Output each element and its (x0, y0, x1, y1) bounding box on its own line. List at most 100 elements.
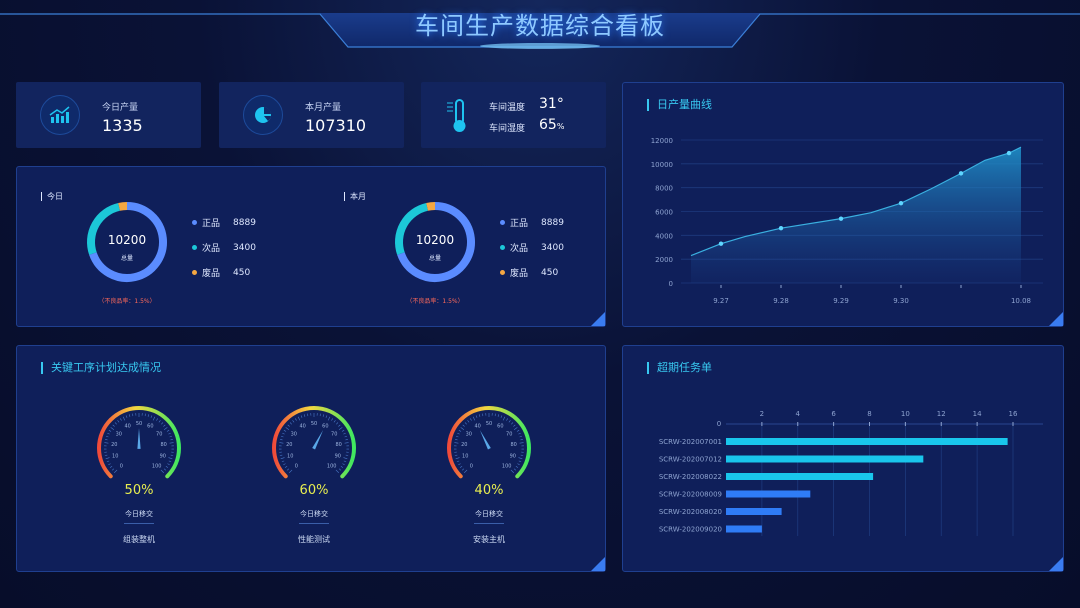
gauge-tick-label: 80 (511, 442, 517, 448)
gauge-tick (110, 427, 115, 431)
gauge-tick (128, 414, 131, 417)
gauge-tick (165, 466, 169, 468)
gauge-tick (461, 468, 465, 471)
gauge-tick-label: 50 (486, 421, 492, 427)
gauge-tick (160, 469, 164, 473)
gauge-tick (105, 435, 109, 438)
donut-segment-0 (89, 202, 167, 282)
donut-segment-2 (118, 202, 128, 211)
gauge-tick (345, 454, 349, 456)
today-output-label: 今日产量 (102, 103, 139, 113)
gauge-sub-label: 今日移交 (300, 510, 328, 518)
daily-output-title: 日产量曲线 (647, 99, 712, 111)
x-tick-label: 10 (901, 410, 910, 418)
gauge-tick-label: 100 (327, 464, 337, 470)
gauge-tick (108, 429, 112, 432)
gauge-tick (322, 414, 325, 417)
process-name: 安装主机 (473, 535, 505, 544)
header: 车间生产数据综合看板 (0, 0, 1080, 50)
data-point (838, 216, 844, 221)
quality-month-title: 本月 (344, 192, 366, 201)
defect-rate: （不良品率：1.5%） (98, 298, 156, 305)
legend-item: 次品 3400 (192, 241, 256, 254)
gauge-tick (338, 427, 343, 431)
gauge-tick (289, 469, 293, 473)
category-label: SCRW-202009020 (659, 526, 722, 534)
gauge-tick (508, 420, 511, 423)
gauge-tick (280, 435, 284, 438)
legend-value: 3400 (233, 242, 256, 253)
panel-corner (1049, 312, 1063, 326)
x-tick-label: 16 (1009, 410, 1018, 418)
gauge-tick (338, 468, 342, 471)
legend-dot (192, 245, 197, 250)
gauge-tick (281, 460, 285, 463)
legend-value: 450 (541, 267, 559, 278)
gauge-tick-label: 30 (466, 431, 472, 437)
gauge-tick-label: 70 (156, 431, 162, 437)
donut-chart (87, 202, 167, 282)
gauge-tick (472, 416, 476, 421)
gauge-tick (280, 457, 285, 460)
divider (124, 523, 154, 524)
panel-corner (591, 557, 605, 571)
legend-item: 正品 8889 (192, 216, 256, 229)
gauge-tick-label: 50 (136, 421, 142, 427)
gauge-tick (161, 422, 164, 425)
gauge-tick-label: 0 (470, 464, 473, 470)
category-label: SCRW-202007001 (659, 438, 722, 446)
gauge-tick (475, 415, 478, 418)
humidity-value: 65 (539, 117, 557, 133)
gauge-tick (286, 468, 290, 471)
gauge-tick (519, 442, 524, 444)
month-output-card: 本月产量 107310 (219, 82, 404, 148)
gauge-tick (104, 442, 109, 444)
gauge-tick (336, 422, 339, 425)
gauge-tick (462, 424, 465, 427)
gauge-tick (168, 432, 171, 435)
gauge-tick (518, 457, 523, 460)
gauge-tick (518, 460, 522, 463)
overdue-panel: 超期任务单 0 2 4 6 8 10 12 14 16 SCRW-202007001 SCRW-20… (622, 345, 1064, 572)
gauge-tick (340, 466, 344, 468)
gauge-needle (137, 428, 141, 449)
x-tick-label: 0 (717, 420, 721, 428)
gauge-tick-label: 70 (331, 431, 337, 437)
x-tick-label: 9.30 (893, 297, 909, 305)
gauge-tick (335, 469, 339, 473)
gauge-tick (458, 429, 462, 432)
gauge-tick (122, 416, 126, 421)
x-tick-label: 9.27 (713, 297, 729, 305)
quality-month: 本月 10200 总量 （不良品率：1.5%） 正品 8889 次品 3400 废品 450 (320, 167, 607, 327)
gauge-tick (297, 416, 301, 421)
gauge-tick (454, 442, 459, 444)
gauge-tick-label: 40 (299, 424, 305, 430)
gauge-tick (506, 418, 509, 421)
gauge-tick (342, 463, 345, 466)
gauge-tick (513, 427, 518, 431)
gauge-tick (502, 416, 506, 421)
header-frame (0, 13, 1080, 49)
gauge-tick (106, 460, 110, 463)
gauge-tick-label: 0 (295, 464, 298, 470)
bar (726, 438, 1008, 445)
y-tick-label: 0 (669, 280, 673, 288)
gauge-tick-label: 10 (112, 454, 118, 460)
gauge-tick (109, 466, 113, 468)
gauge-tick (104, 454, 108, 456)
thermometer-icon (445, 98, 469, 138)
pie-chart-icon (243, 95, 283, 135)
process-panel: 关键工序计划达成情况 0 10 20 30 40 50 60 70 80 90 100 50% 今日移… (16, 345, 606, 572)
y-tick-label: 4000 (655, 232, 673, 240)
donut-segment-2 (426, 202, 436, 211)
gauge-tick (464, 469, 468, 473)
x-tick-label: 2 (760, 410, 764, 418)
gauge-tick (497, 414, 500, 417)
y-tick-label: 6000 (655, 209, 673, 217)
gauge-tick (517, 463, 520, 466)
gauge-tick-label: 90 (510, 454, 516, 460)
gauge-tick (111, 468, 115, 471)
today-output-card: 今日产量 1335 (16, 82, 201, 148)
gauge-tick (289, 422, 292, 425)
